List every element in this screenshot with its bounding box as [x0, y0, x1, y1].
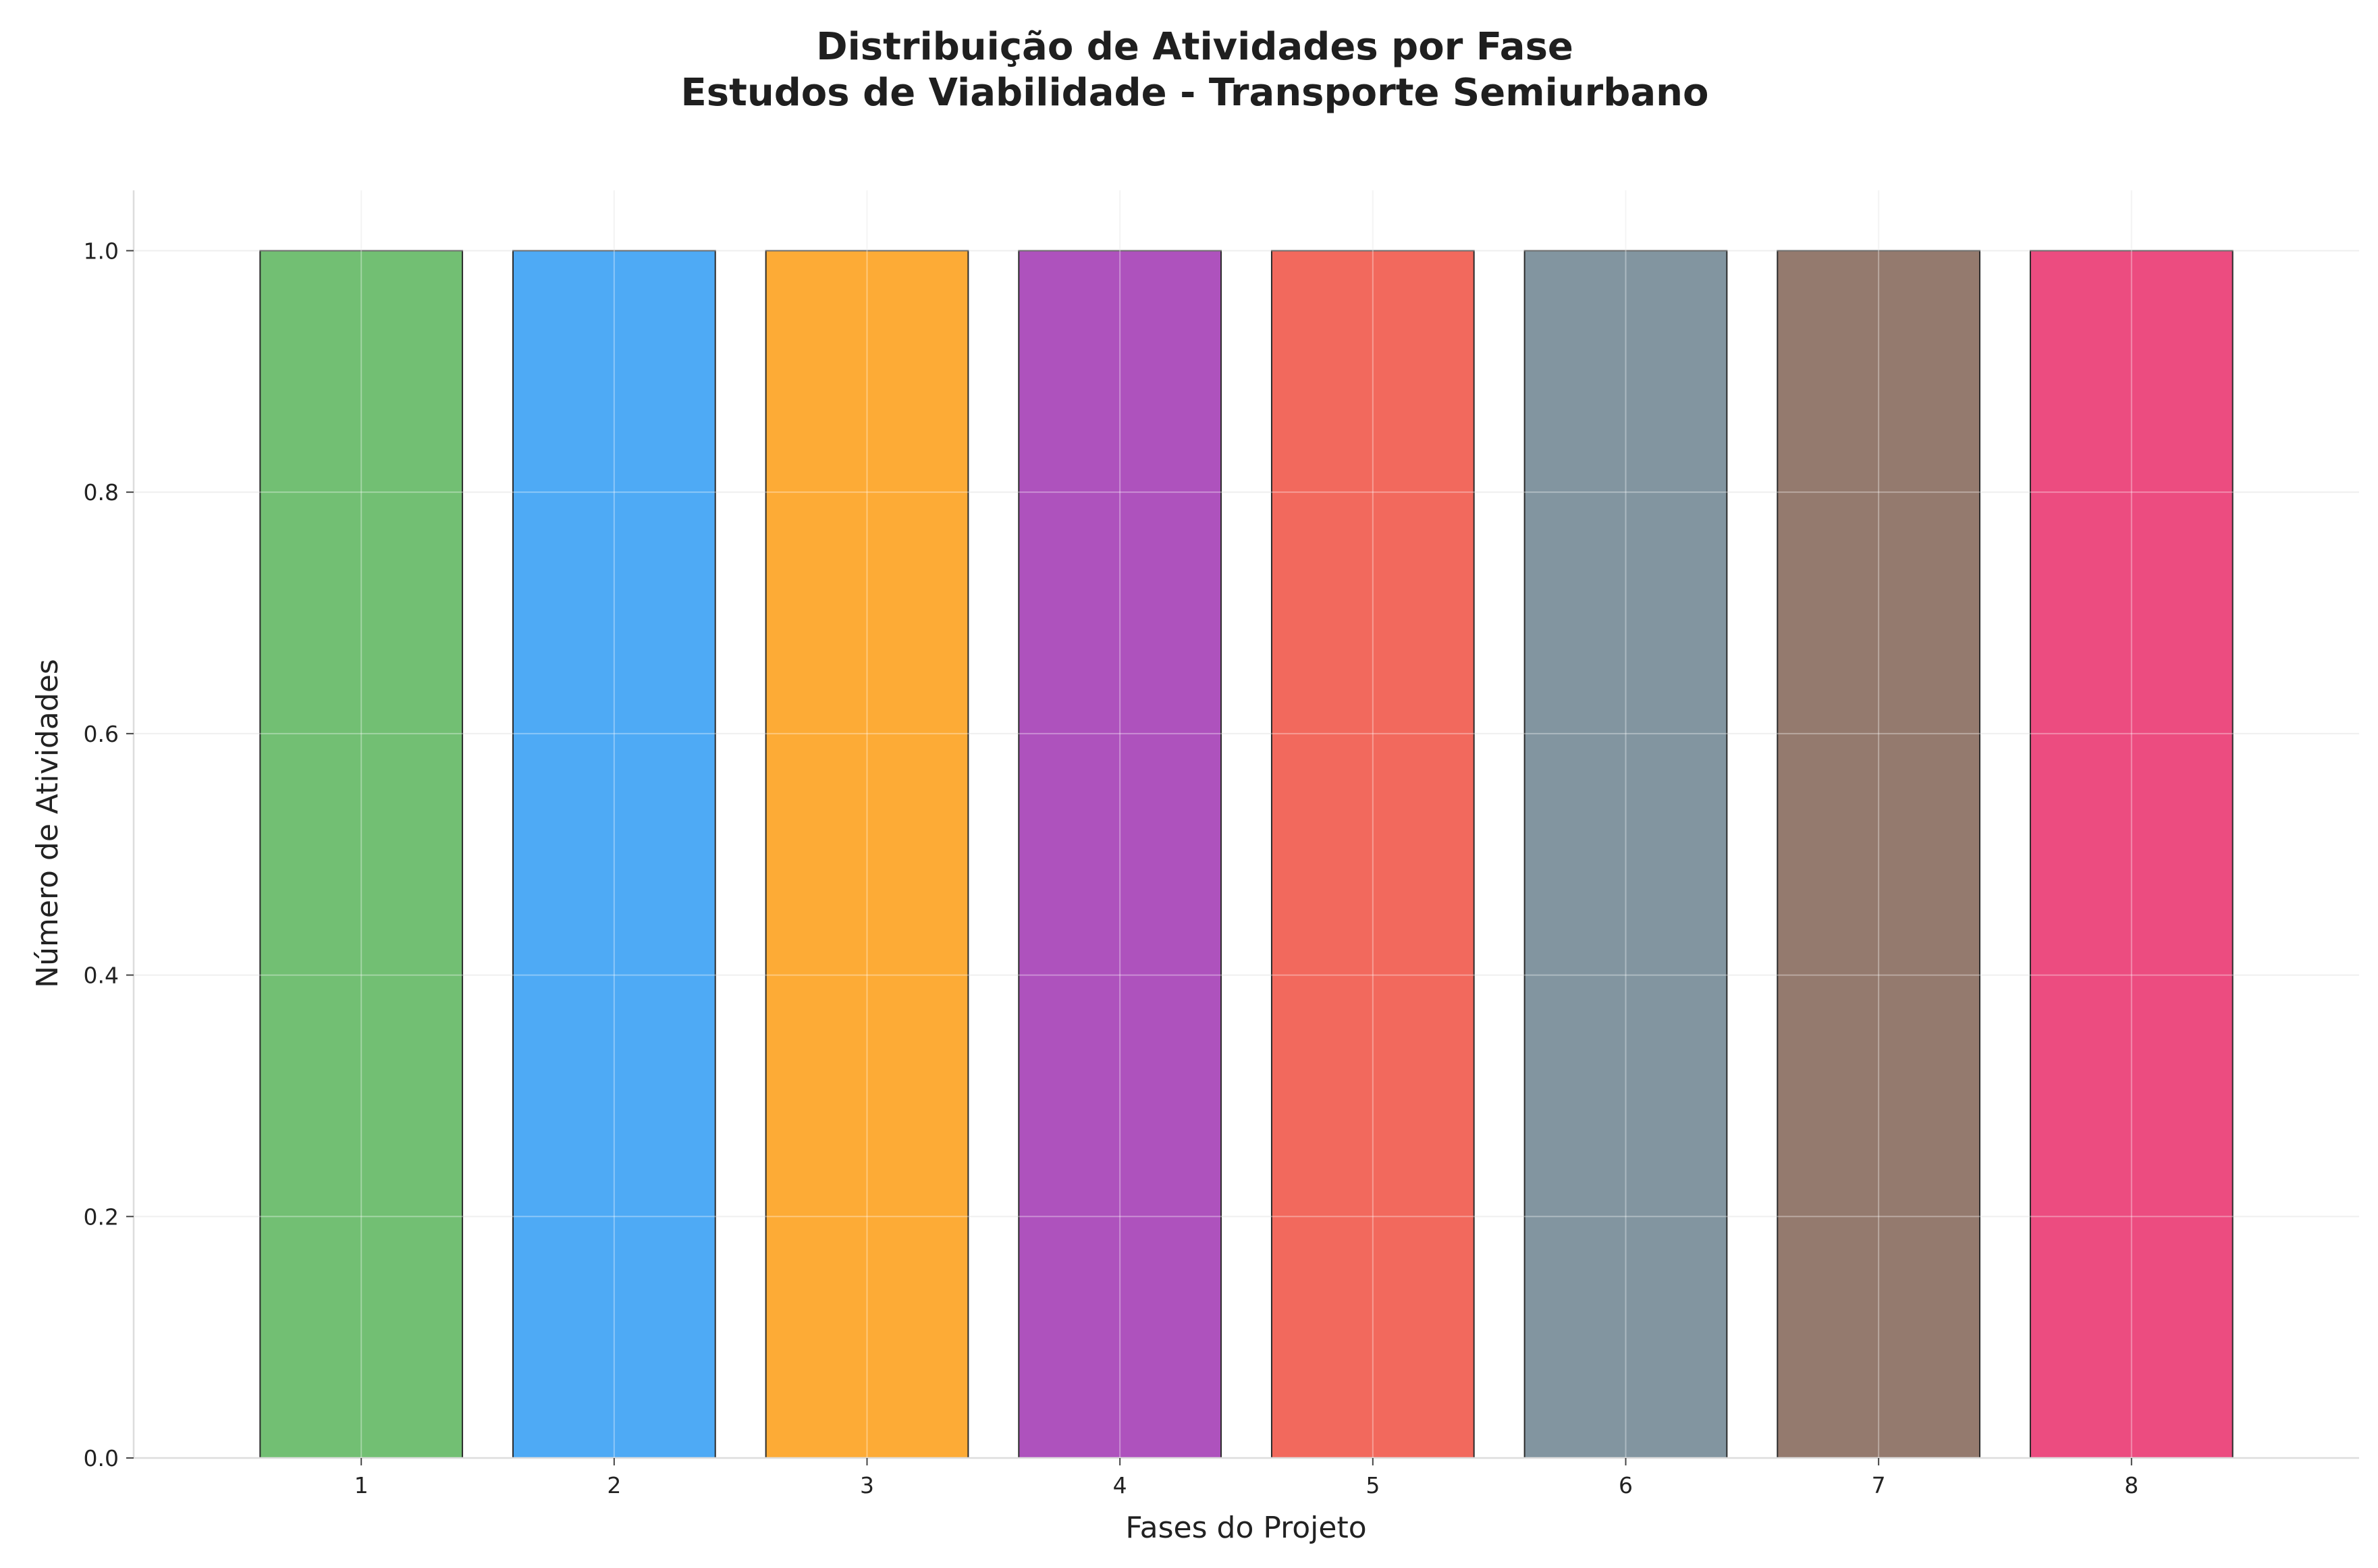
chart-subtitle: Estudos de Viabilidade - Transporte Semi… [681, 71, 1709, 115]
bar-7 [1777, 250, 1981, 1459]
x-tick-label: 3 [860, 1472, 874, 1498]
x-tick-label: 7 [1872, 1472, 1886, 1498]
y-tick-label: 0.6 [84, 721, 119, 747]
x-tick-label: 8 [2124, 1472, 2138, 1498]
bar-3 [765, 250, 969, 1459]
y-axis-label: Número de Atividades [30, 659, 65, 988]
x-axis-label: Fases do Projeto [1125, 1511, 1366, 1545]
x-tick-label: 4 [1113, 1472, 1127, 1498]
bar-1 [259, 250, 464, 1459]
y-tick-label: 0.8 [84, 479, 119, 506]
bar-5 [1270, 250, 1475, 1459]
bar-2 [512, 250, 716, 1459]
x-ticks: 1 2 3 4 5 6 7 8 [354, 1458, 2138, 1498]
y-tick-label: 1.0 [84, 238, 119, 264]
x-tick-label: 5 [1366, 1472, 1380, 1498]
bar-6 [1523, 250, 1728, 1459]
y-tick-label: 0.4 [84, 963, 119, 989]
y-ticks: 0.0 0.2 0.4 0.6 0.8 1.0 [84, 238, 134, 1471]
bar-4 [1018, 250, 1222, 1459]
x-tick-label: 2 [607, 1472, 621, 1498]
x-tick-label: 1 [354, 1472, 369, 1498]
bars [259, 250, 2234, 1459]
y-tick-label: 0.2 [84, 1204, 119, 1230]
x-tick-label: 6 [1619, 1472, 1633, 1498]
bar-8 [2029, 250, 2234, 1459]
y-tick-label: 0.0 [84, 1445, 119, 1471]
vertical-grid-lines [134, 190, 2359, 1458]
chart-title: Distribuição de Atividades por Fase [816, 25, 1573, 69]
